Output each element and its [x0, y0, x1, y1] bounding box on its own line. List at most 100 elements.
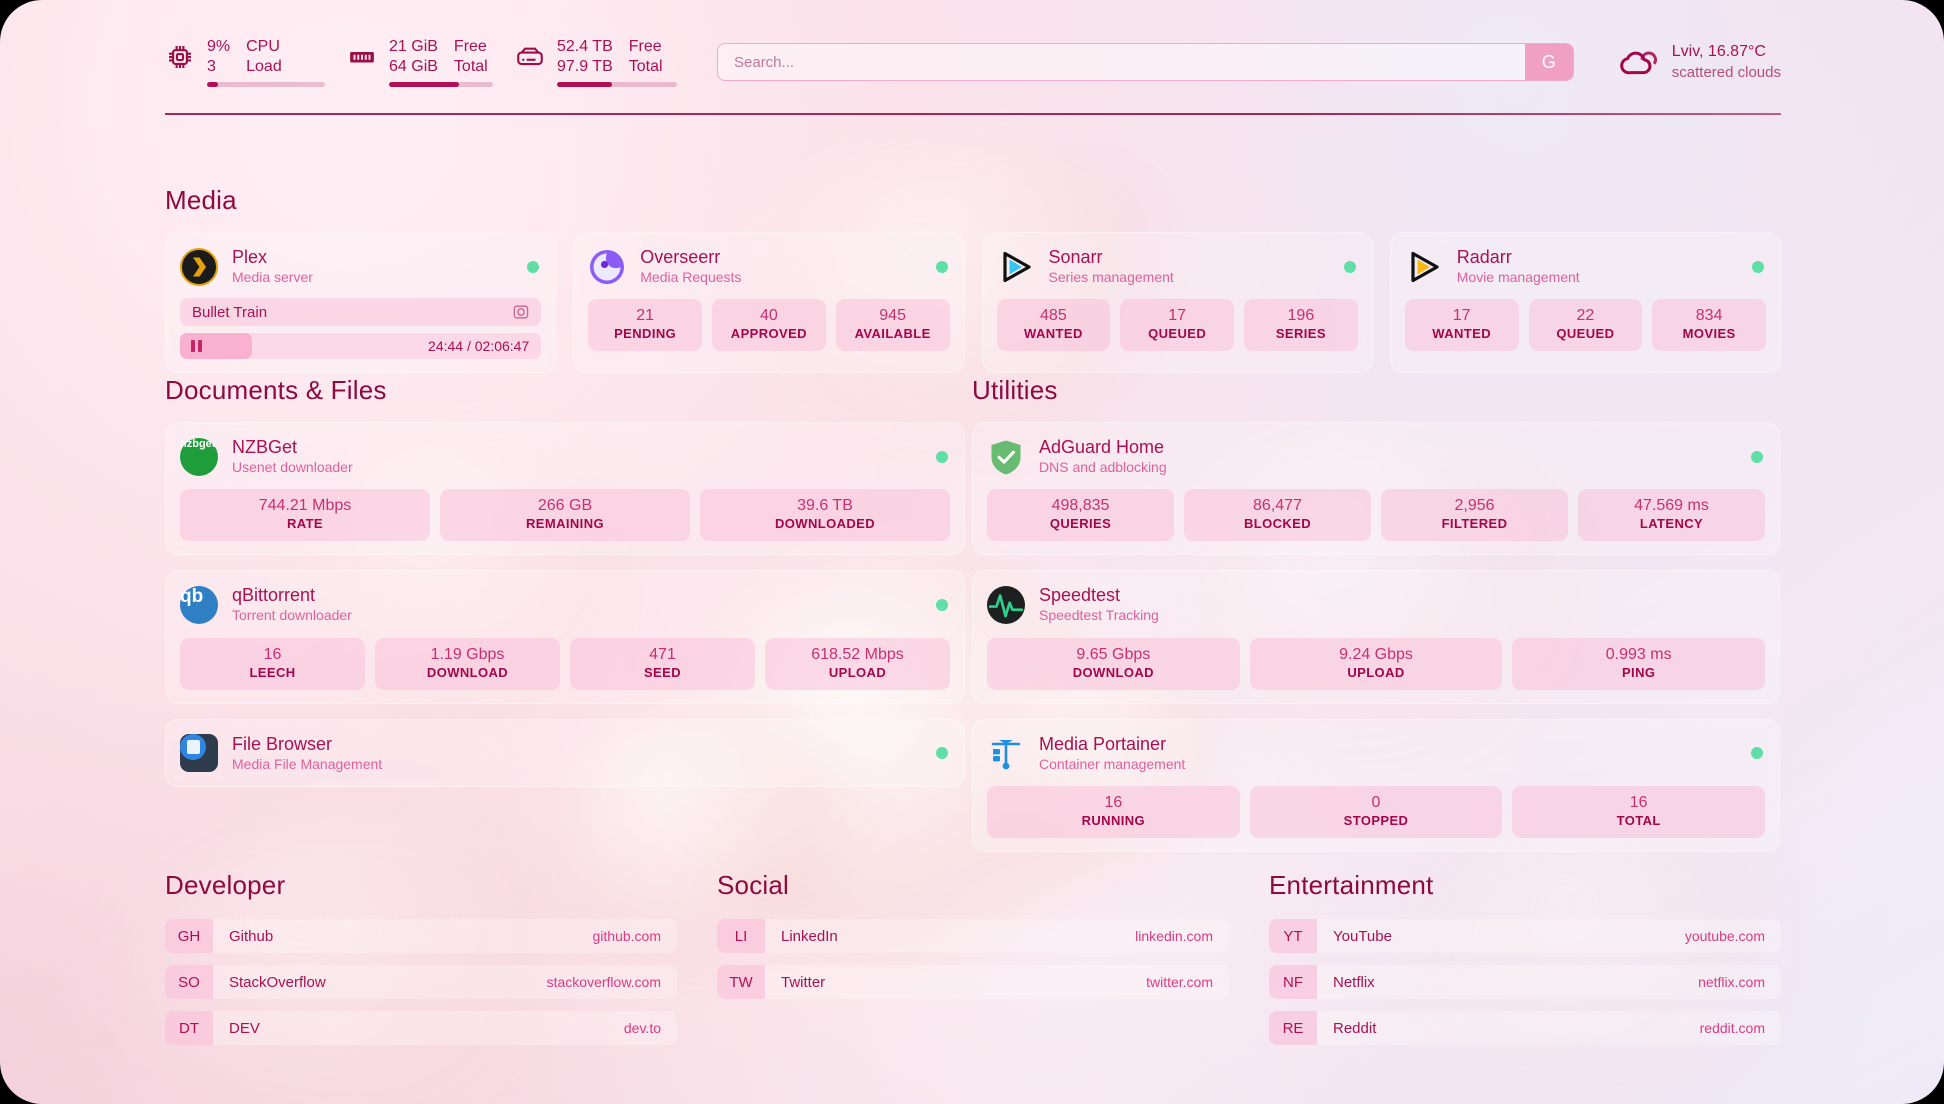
- plex-progress-bar[interactable]: 24:44 / 02:06:47: [180, 333, 542, 360]
- qbittorrent-title: qBittorrent: [232, 585, 316, 606]
- portainer-stat-running: 16 RUNNING: [987, 786, 1240, 839]
- disk-icon: [515, 42, 545, 72]
- bookmark-item-github[interactable]: GH Github github.com: [165, 919, 677, 953]
- bookmark-badge: RE: [1269, 1011, 1317, 1045]
- bookmark-badge: NF: [1269, 965, 1317, 999]
- overseerr-logo-icon: [588, 248, 626, 286]
- service-card-file-browser[interactable]: File Browser Media File Management: [165, 718, 965, 788]
- bookmark-url: reddit.com: [1699, 1020, 1765, 1036]
- service-card-sonarr[interactable]: Sonarr Series management 485 WANTED 17 Q…: [981, 232, 1373, 374]
- media-section-title: Media: [165, 185, 237, 215]
- bookmark-name: StackOverflow: [229, 973, 326, 991]
- media-section: Media Plex Media server: [165, 185, 1781, 374]
- bookmark-group-title-developer: Developer: [165, 870, 286, 900]
- adguard-stat-queries: 498,835 QUERIES: [987, 489, 1174, 542]
- cpu-label-bottom: Load: [246, 57, 282, 75]
- cpu-icon: [165, 42, 195, 72]
- cast-icon[interactable]: [513, 304, 529, 320]
- bookmark-item-dev[interactable]: DT DEV dev.to: [165, 1011, 677, 1045]
- overseerr-subtitle: Media Requests: [640, 268, 742, 285]
- adguard-stat-latency: 47.569 ms LATENCY: [1578, 489, 1765, 542]
- bookmark-item-reddit[interactable]: RE Reddit reddit.com: [1269, 1011, 1781, 1045]
- bookmark-item-netflix[interactable]: NF Netflix netflix.com: [1269, 965, 1781, 999]
- sonarr-logo-icon: [997, 248, 1035, 286]
- plex-title: Plex: [232, 247, 268, 267]
- search-bar[interactable]: G: [717, 43, 1574, 81]
- bookmark-group-title-social: Social: [717, 870, 790, 900]
- bookmark-badge: DT: [165, 1011, 213, 1045]
- adguard-stat-blocked: 86,477 BLOCKED: [1184, 489, 1371, 542]
- service-card-qbittorrent[interactable]: qb qBittorrent Torrent downloader 16 LEE…: [165, 570, 965, 704]
- speedtest-stat-download: 9.65 Gbps DOWNLOAD: [987, 637, 1240, 690]
- service-card-plex[interactable]: Plex Media server Bullet Train: [165, 232, 557, 374]
- service-card-overseerr[interactable]: Overseerr Media Requests 21 PENDING 40 A…: [573, 232, 965, 374]
- bookmark-url: youtube.com: [1684, 928, 1765, 944]
- bookmark-name: Github: [229, 927, 274, 945]
- disk-stat: 52.4 TB 97.9 TB Free Total: [515, 37, 677, 88]
- bookmark-item-twitter[interactable]: TW Twitter twitter.com: [717, 965, 1229, 999]
- bookmark-group-entertainment: Entertainment YT YouTube youtube.com NF …: [1269, 870, 1781, 1045]
- documents-section: Documents & Files nzbget NZBGet Usenet d…: [165, 375, 965, 788]
- speedtest-title: Speedtest: [1039, 585, 1121, 606]
- weather-condition: scattered clouds: [1671, 63, 1781, 81]
- speedtest-logo-icon: [987, 586, 1025, 625]
- search-input[interactable]: [718, 44, 1525, 80]
- service-card-adguard-home[interactable]: AdGuard Home DNS and adblocking 498,835 …: [972, 422, 1780, 556]
- weather-widget[interactable]: Lviv, 16.87°C scattered clouds: [1618, 42, 1781, 82]
- plex-logo-icon: [180, 247, 218, 286]
- bookmark-item-youtube[interactable]: YT YouTube youtube.com: [1269, 919, 1781, 953]
- bookmark-badge: YT: [1269, 919, 1317, 953]
- plex-status-indicator: [527, 260, 540, 273]
- plex-progress-time: 24:44 / 02:06:47: [428, 338, 530, 355]
- bookmark-name: Netflix: [1333, 973, 1375, 991]
- radarr-subtitle: Movie management: [1456, 268, 1580, 285]
- qbittorrent-stat-download: 1.19 Gbps DOWNLOAD: [375, 637, 560, 690]
- service-card-radarr[interactable]: Radarr Movie management 17 WANTED 22 QUE…: [1389, 232, 1781, 374]
- qbittorrent-stat-leech: 16 LEECH: [180, 637, 365, 690]
- bookmark-url: twitter.com: [1146, 974, 1213, 990]
- bookmarks-area: Developer GH Github github.com SO StackO…: [165, 870, 1781, 1045]
- radarr-stat-movies: 834 MOVIES: [1652, 299, 1766, 352]
- service-card-nzbget[interactable]: nzbget NZBGet Usenet downloader 744.21 M…: [165, 422, 965, 556]
- cpu-label-top: CPU: [246, 37, 280, 55]
- portainer-status-indicator: [1751, 747, 1763, 760]
- portainer-title: Media Portainer: [1039, 733, 1167, 754]
- sonarr-stat-queued: 17 QUEUED: [1120, 299, 1234, 352]
- sonarr-title: Sonarr: [1048, 247, 1103, 267]
- service-card-speedtest[interactable]: Speedtest Speedtest Tracking 9.65 Gbps D…: [972, 570, 1780, 704]
- header-divider: [165, 113, 1781, 115]
- qbittorrent-stat-upload: 618.52 Mbps UPLOAD: [765, 637, 950, 690]
- sonarr-stat-wanted: 485 WANTED: [996, 299, 1111, 352]
- nzbget-stat-rate: 744.21 Mbps RATE: [180, 489, 430, 542]
- qbittorrent-stat-seed: 471 SEED: [570, 637, 755, 690]
- portainer-stat-total: 16 TOTAL: [1512, 786, 1766, 839]
- bookmark-badge: GH: [165, 919, 213, 953]
- disk-label-top: Free: [628, 37, 662, 55]
- overseerr-stat-pending: 21 PENDING: [588, 299, 702, 352]
- overseerr-title: Overseerr: [640, 247, 721, 267]
- pause-icon[interactable]: [191, 340, 202, 353]
- bookmark-url: stackoverflow.com: [546, 974, 661, 990]
- bookmark-group-title-entertainment: Entertainment: [1269, 870, 1434, 900]
- memory-free-value: 21 GiB: [389, 37, 438, 55]
- bookmark-url: linkedin.com: [1135, 928, 1213, 944]
- service-card-media-portainer[interactable]: Media Portainer Container management 16 …: [972, 718, 1780, 853]
- qbittorrent-subtitle: Torrent downloader: [232, 607, 352, 624]
- nzbget-stat-remaining: 266 GB REMAINING: [440, 489, 690, 542]
- bookmark-item-stackoverflow[interactable]: SO StackOverflow stackoverflow.com: [165, 965, 677, 999]
- header-bar: 9% 3 CPU Load: [165, 26, 1781, 98]
- bookmark-url: github.com: [592, 928, 661, 944]
- speedtest-stat-ping: 0.993 ms PING: [1512, 637, 1766, 690]
- qbittorrent-logo-icon: qb: [180, 586, 218, 625]
- radarr-stat-wanted: 17 WANTED: [1404, 299, 1519, 352]
- bookmark-item-linkedin[interactable]: LI LinkedIn linkedin.com: [717, 919, 1229, 953]
- memory-label-bottom: Total: [453, 57, 488, 75]
- documents-section-title: Documents & Files: [165, 375, 387, 405]
- system-stats: 9% 3 CPU Load: [165, 37, 677, 88]
- speedtest-stat-upload: 9.24 Gbps UPLOAD: [1249, 637, 1503, 690]
- radarr-status-indicator: [1752, 260, 1764, 273]
- search-submit-button[interactable]: G: [1524, 44, 1573, 80]
- file-browser-logo-icon: [180, 734, 218, 773]
- bookmark-badge: LI: [717, 919, 765, 953]
